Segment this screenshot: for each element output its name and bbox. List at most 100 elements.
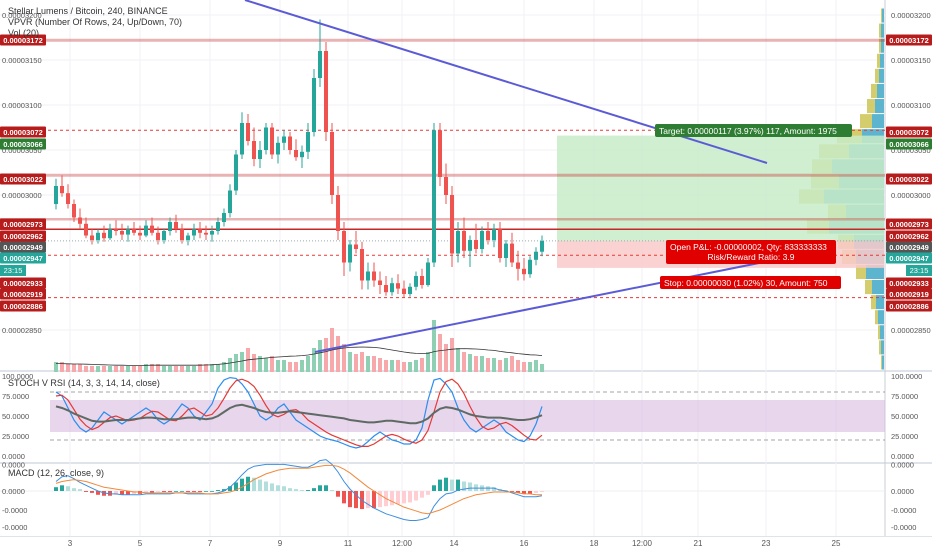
time-tick: 23 xyxy=(762,539,771,548)
vp-row-down xyxy=(879,38,881,53)
vp-row-down xyxy=(878,325,880,340)
level-tag-right-bg xyxy=(886,288,932,300)
volume-bar xyxy=(366,356,370,372)
time-tick: 21 xyxy=(694,539,703,548)
vol-legend: Vol (20) xyxy=(8,28,39,38)
macd-histogram-bar xyxy=(228,486,232,491)
level-tag-right: 0.00002973 xyxy=(889,220,929,229)
volume-bar xyxy=(288,362,292,372)
volume-bar xyxy=(372,356,376,372)
candle-body xyxy=(426,262,430,285)
candle-body xyxy=(354,244,358,249)
candle-body xyxy=(114,229,118,231)
volume-bar xyxy=(90,366,94,372)
candle-body xyxy=(312,78,316,132)
candle-body xyxy=(216,222,220,231)
level-tag-right-bg xyxy=(886,34,932,46)
macd-histogram-bar xyxy=(318,485,322,491)
candle-body xyxy=(198,229,202,233)
last-price-tag-left: 0.00002949 xyxy=(3,243,43,252)
countdown-tag-right-bg xyxy=(906,265,932,276)
candle-body xyxy=(402,288,406,294)
volume-bar xyxy=(216,364,220,372)
target-zone xyxy=(557,135,884,241)
macd-histogram-bar xyxy=(492,487,496,491)
candle-body xyxy=(306,132,310,152)
target-tag-left-bg xyxy=(0,138,46,150)
volume-bar xyxy=(426,352,430,372)
macd-tick-left: -0.0000 xyxy=(2,523,27,532)
macd-histogram-bar xyxy=(324,485,328,491)
level-tag-left: 0.00002933 xyxy=(3,279,43,288)
candle-body xyxy=(480,231,484,249)
vp-row-up xyxy=(881,23,884,38)
macd-histogram-bar xyxy=(372,491,376,509)
volume-bar xyxy=(468,354,472,372)
candle-body xyxy=(84,223,88,236)
volume-bar xyxy=(462,352,466,372)
candle-body xyxy=(60,186,64,194)
macd-tick-right: -0.0000 xyxy=(891,523,916,532)
level-tag-left-bg xyxy=(0,288,46,300)
volume-bar xyxy=(432,320,436,372)
candle-body xyxy=(540,240,544,252)
level-tag-left-bg xyxy=(0,277,46,289)
stop-label-bg xyxy=(660,276,841,289)
vp-row-up xyxy=(872,114,884,129)
candle-body xyxy=(210,231,214,235)
time-axis: 3 5 7 9 11 12:00 14 16 18 12:00 21 23 25 xyxy=(68,539,841,548)
macd-legend: MACD (12, 26, close, 9) xyxy=(8,468,104,478)
vp-row-up xyxy=(879,68,884,83)
volume-bar xyxy=(294,362,298,372)
macd-histogram-bar xyxy=(240,478,244,491)
volume-bar xyxy=(396,360,400,372)
candle-body xyxy=(420,276,424,285)
horizontal-levels xyxy=(0,38,885,299)
price-tick-right: 0.00003100 xyxy=(891,101,931,110)
candle-body xyxy=(162,231,166,240)
volume-bar xyxy=(60,362,64,372)
macd-histogram-bar xyxy=(414,491,418,501)
volume-bar xyxy=(510,356,514,372)
candle-body xyxy=(366,271,370,281)
volume-bar xyxy=(258,356,262,372)
volume-bar xyxy=(456,348,460,372)
candle-body xyxy=(168,222,172,231)
macd-histogram-bar xyxy=(192,491,196,492)
volume-bar xyxy=(336,336,340,372)
macd-histogram-bar xyxy=(456,479,460,491)
macd-tick-left: 0.0000 xyxy=(2,460,25,469)
price-tick-right: 0.00003050 xyxy=(891,146,931,155)
macd-histogram-bar xyxy=(270,483,274,491)
volume-bar xyxy=(348,352,352,372)
macd-histogram-bar xyxy=(348,491,352,508)
candle-body xyxy=(336,195,340,231)
vp-row-up xyxy=(882,355,884,370)
candle-body xyxy=(108,229,112,239)
candle-body xyxy=(234,154,238,191)
level-tag-right-bg xyxy=(886,277,932,289)
stoch-rsi-legend: STOCH V RSI (14, 3, 3, 14, 14, close) xyxy=(8,378,160,388)
candle-body xyxy=(138,232,142,236)
volume-bar xyxy=(528,362,532,372)
macd-histogram-bar xyxy=(222,489,226,491)
vp-row-up xyxy=(880,53,884,68)
stoch-tick-right: 25.0000 xyxy=(891,432,918,441)
target-label-bg xyxy=(655,124,852,137)
candle-body xyxy=(498,229,502,258)
macd-histogram-bar xyxy=(282,486,286,491)
macd-histogram-bar xyxy=(180,491,184,492)
vp-row-up xyxy=(876,295,884,310)
volume-bar xyxy=(390,360,394,372)
volume-bar xyxy=(78,364,82,372)
time-tick: 18 xyxy=(590,539,599,548)
price-tick-left: 0.00003000 xyxy=(2,191,42,200)
candle-body xyxy=(192,229,196,236)
macd-histogram-bar xyxy=(216,490,220,491)
vp-row-down xyxy=(881,355,882,370)
volume-bar xyxy=(324,338,328,372)
vp-row-down xyxy=(865,280,872,295)
macd-histogram-bar xyxy=(114,491,118,495)
vp-row-up xyxy=(880,325,884,340)
